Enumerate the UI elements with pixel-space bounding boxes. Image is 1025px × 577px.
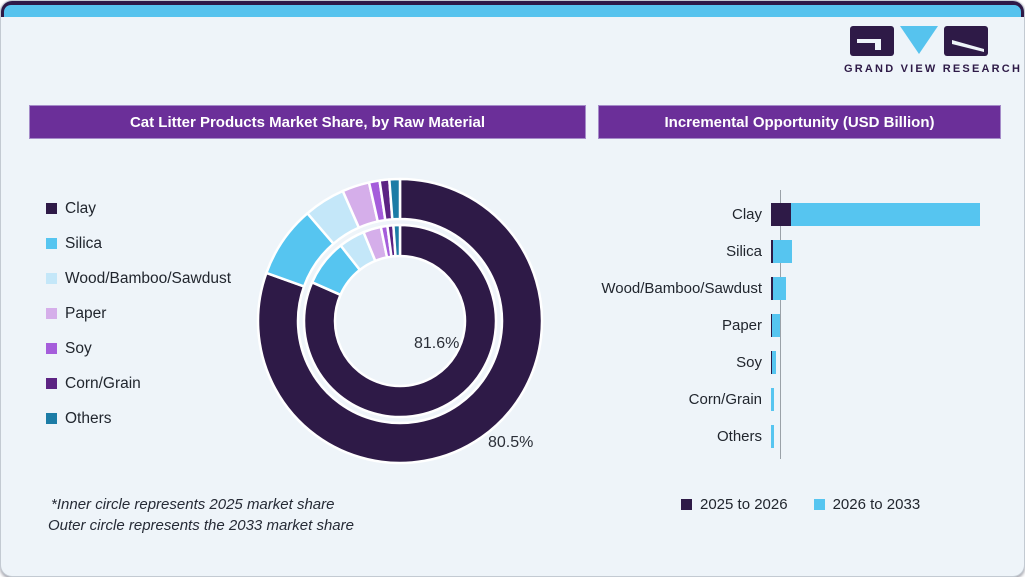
bar-track-soy (771, 351, 776, 374)
logo-v-icon (900, 26, 938, 54)
legend-swatch-others (46, 413, 57, 424)
inner-ring-slice-clay (302, 223, 498, 419)
legend-swatch-paper (46, 308, 57, 319)
bar-category-label-soy: Soy (736, 354, 762, 371)
bar-segment-soy-2026-to-2033 (771, 351, 776, 374)
bar-row-silica: Silica (601, 233, 1011, 270)
grand-view-research-logo: GRAND VIEW RESEARCH (844, 26, 1023, 75)
bar-legend-item-2025-to-2026: 2025 to 2026 (681, 495, 788, 513)
bar-segment-wood-bamboo-sawdust-2026-to-2033 (772, 277, 786, 300)
bar-category-label-clay: Clay (731, 206, 762, 223)
legend-label-silica: Silica (65, 234, 103, 252)
bar-row-corn-grain: Corn/Grain (601, 381, 1011, 418)
bar-category-label-wood-bamboo-sawdust: Wood/Bamboo/Sawdust (601, 280, 762, 297)
bar-row-wood-bamboo-sawdust: Wood/Bamboo/Sawdust (601, 270, 1011, 307)
bar-legend-label-2025-to-2026: 2025 to 2026 (700, 495, 788, 513)
donut-legend: Clay Silica Wood/Bamboo/Sawdust Paper Soy Cor… (46, 191, 231, 436)
bar-segment-clay-2026-to-2033 (791, 203, 980, 226)
donut-panel-title: Cat Litter Products Market Share, by Raw… (29, 105, 586, 139)
bar-segment-soy-2025-to-2026 (771, 351, 772, 374)
logo-g-icon (850, 26, 894, 56)
bar-legend-swatch-2025-to-2026 (681, 498, 692, 510)
legend-swatch-clay (46, 203, 57, 214)
bar-segment-silica-2026-to-2033 (773, 240, 792, 263)
bar-category-label-silica: Silica (726, 243, 762, 260)
bar-track-paper (771, 314, 781, 337)
bar-row-others: Others (601, 418, 1011, 455)
bar-category-label-paper: Paper (721, 317, 762, 334)
top-blue-strip (4, 5, 1021, 17)
bar-legend-item-2026-to-2033: 2026 to 2033 (813, 495, 921, 513)
legend-label-soy: Soy (65, 339, 92, 357)
outer-ring-slice-clay (256, 177, 544, 465)
legend-label-corn-grain: Corn/Grain (65, 374, 141, 392)
bar-track-wood-bamboo-sawdust (771, 277, 786, 300)
logo-gvr-blocks (844, 26, 994, 56)
logo-wordmark: GRAND VIEW RESEARCH (844, 63, 1023, 75)
legend-swatch-corn-grain (46, 378, 57, 389)
legend-swatch-soy (46, 343, 57, 354)
donut-outer-share-label: 80.5% (488, 434, 534, 451)
bar-row-paper: Paper (601, 307, 1011, 344)
bar-row-clay: Clay (601, 196, 1011, 233)
bar-track-corn-grain (771, 388, 774, 411)
legend-item-silica: Silica (46, 226, 231, 261)
bar-row-soy: Soy (601, 344, 1011, 381)
bar-chart-axis-line (780, 190, 781, 459)
legend-label-others: Others (65, 409, 112, 427)
legend-swatch-silica (46, 238, 57, 249)
bar-legend-label-2026-to-2033: 2026 to 2033 (832, 495, 921, 513)
legend-item-others: Others (46, 401, 231, 436)
bar-segment-silica-2025-to-2026 (771, 240, 773, 263)
outer-ring-slice-others (388, 177, 402, 221)
bar-track-others (771, 425, 774, 448)
legend-item-wood-bamboo-sawdust: Wood/Bamboo/Sawdust (46, 261, 231, 296)
legend-item-clay: Clay (46, 191, 231, 226)
bar-segment-corn-grain-2026-to-2033 (771, 388, 774, 411)
bar-chart-legend: 2025 to 2026 2026 to 2033 (681, 495, 920, 513)
bar-chart: Clay Silica Wood/Bamboo/Sawdust Paper Soy Cor… (601, 196, 1011, 455)
bar-panel-title: Incremental Opportunity (USD Billion) (598, 105, 1001, 139)
bar-category-label-corn-grain: Corn/Grain (688, 391, 762, 408)
legend-item-soy: Soy (46, 331, 231, 366)
bar-segment-clay-2025-to-2026 (771, 203, 791, 226)
bar-legend-swatch-2026-to-2033 (813, 498, 825, 510)
bar-segment-others-2026-to-2033 (771, 425, 774, 448)
bar-segment-paper-2026-to-2033 (772, 314, 781, 337)
donut-footnote: *Inner circle represents 2025 market sha… (48, 494, 354, 536)
legend-item-corn-grain: Corn/Grain (46, 366, 231, 401)
footnote-line-1: *Inner circle represents 2025 market sha… (51, 496, 335, 513)
legend-item-paper: Paper (46, 296, 231, 331)
inner-ring-slice-others (392, 223, 402, 258)
bar-category-label-others: Others (716, 428, 762, 445)
footnote-line-2: Outer circle represents the 2033 market … (48, 517, 354, 534)
legend-label-wood-bamboo-sawdust: Wood/Bamboo/Sawdust (65, 269, 232, 287)
bar-segment-wood-bamboo-sawdust-2025-to-2026 (771, 277, 773, 300)
bar-segment-paper-2025-to-2026 (771, 314, 772, 337)
donut-inner-share-label: 81.6% (414, 335, 460, 352)
logo-r-icon (944, 26, 988, 56)
legend-label-clay: Clay (65, 199, 97, 217)
legend-swatch-wood-bamboo-sawdust (46, 273, 57, 284)
donut-chart (256, 177, 544, 465)
bar-track-clay (771, 203, 980, 226)
legend-label-paper: Paper (65, 304, 107, 322)
bar-track-silica (771, 240, 792, 263)
